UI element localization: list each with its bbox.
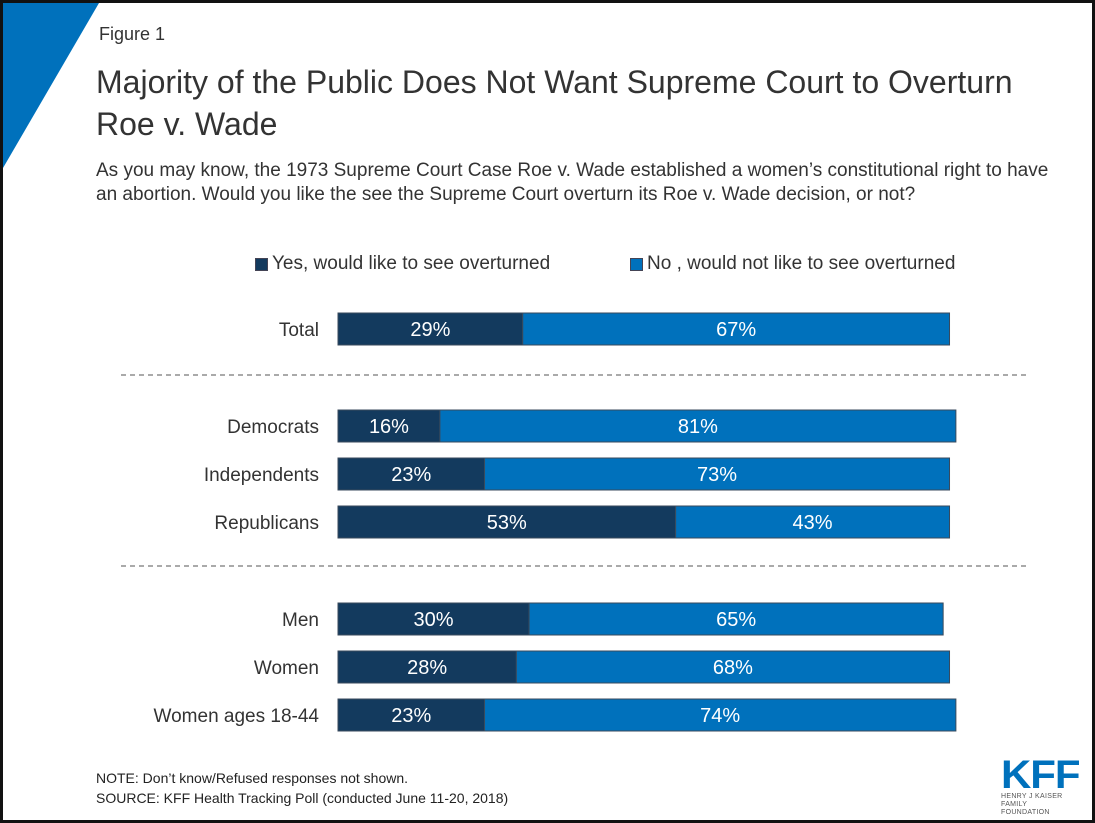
corner-accent — [3, 3, 99, 168]
legend-swatch-yes — [255, 257, 268, 271]
logo-text: KFF — [1001, 753, 1081, 797]
category-label: Men — [282, 610, 319, 631]
chart-title: Majority of the Public Does Not Want Sup… — [96, 64, 1013, 142]
bar-no — [439, 409, 957, 443]
category-label: Women — [254, 658, 319, 679]
category-label: Independents — [204, 465, 319, 486]
bar-yes — [337, 409, 441, 443]
data-label-no: 67% — [716, 319, 756, 341]
category-label: Women ages 18-44 — [154, 706, 320, 727]
data-label-no: 68% — [713, 657, 753, 679]
data-label-yes: 29% — [410, 319, 450, 341]
note-text: NOTE: Don’t know/Refused responses not s… — [96, 770, 409, 786]
data-label-no: 74% — [700, 705, 740, 727]
bar-chart: Total 29% 67% Democrats 16% 81% Independents 23… — [121, 312, 1030, 732]
data-label-yes: 53% — [487, 512, 527, 534]
data-label-no: 43% — [793, 512, 833, 534]
data-label-yes: 23% — [391, 705, 431, 727]
bar-no — [484, 698, 957, 732]
footnotes: NOTE: Don’t know/Refused responses not s… — [96, 768, 508, 808]
kff-logo: KFF HENRY J KAISER FAMILY FOUNDATION — [1001, 755, 1081, 817]
bar-yes — [337, 505, 677, 539]
legend-swatch-no — [630, 257, 643, 271]
figure-label: Figure 1 — [99, 24, 166, 44]
chart-subtitle: As you may know, the 1973 Supreme Court … — [96, 160, 1049, 205]
category-label: Democrats — [227, 417, 319, 438]
bar-yes — [337, 602, 530, 636]
bar-no — [522, 312, 951, 346]
bar-yes — [337, 650, 517, 684]
category-label: Republicans — [214, 513, 319, 534]
bar-yes — [337, 312, 524, 346]
data-label-no: 73% — [697, 464, 737, 486]
bar-no — [675, 505, 951, 539]
bar-yes — [337, 457, 486, 491]
bar-no — [515, 650, 951, 684]
source-text: SOURCE: KFF Health Tracking Poll (conduc… — [96, 790, 509, 806]
data-label-yes: 16% — [369, 416, 409, 438]
data-label-yes: 23% — [391, 464, 431, 486]
logo-line2: FAMILY FOUNDATION — [1001, 801, 1050, 816]
category-label: Total — [279, 320, 319, 341]
legend-label-yes: Yes, would like to see overturned — [272, 253, 551, 274]
legend-item-no: No , would not like to see overturned — [630, 253, 955, 275]
legend-label-no: No , would not like to see overturned — [647, 253, 956, 274]
bar-yes — [337, 698, 486, 732]
data-label-no: 81% — [678, 416, 718, 438]
data-label-yes: 28% — [407, 657, 447, 679]
legend-item-yes: Yes, would like to see overturned — [255, 253, 550, 275]
data-label-no: 65% — [716, 609, 756, 631]
bar-no — [484, 457, 951, 491]
data-label-yes: 30% — [414, 609, 454, 631]
bar-no — [528, 602, 944, 636]
logo-line1: HENRY J KAISER — [1001, 793, 1063, 800]
